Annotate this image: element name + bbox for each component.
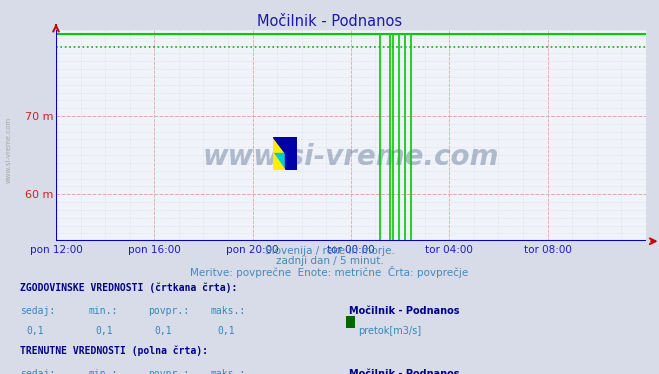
Text: Meritve: povprečne  Enote: metrične  Črta: povprečje: Meritve: povprečne Enote: metrične Črta:…: [190, 266, 469, 278]
Bar: [285, 137, 297, 170]
Text: 0,1: 0,1: [217, 326, 235, 336]
Text: povpr.:: povpr.:: [148, 369, 189, 374]
Text: pretok[m3/s]: pretok[m3/s]: [358, 326, 421, 336]
Text: Močilnik - Podnanos: Močilnik - Podnanos: [257, 14, 402, 29]
Text: ZGODOVINSKE VREDNOSTI (črtkana črta):: ZGODOVINSKE VREDNOSTI (črtkana črta):: [20, 282, 237, 293]
Text: min.:: min.:: [89, 306, 119, 316]
Text: sedaj:: sedaj:: [20, 369, 55, 374]
Text: www.si-vreme.com: www.si-vreme.com: [203, 143, 499, 171]
Text: 0,1: 0,1: [155, 326, 173, 336]
Polygon shape: [273, 153, 285, 170]
Text: maks.:: maks.:: [211, 306, 246, 316]
Text: 0,1: 0,1: [26, 326, 44, 336]
Text: zadnji dan / 5 minut.: zadnji dan / 5 minut.: [275, 256, 384, 266]
Text: TRENUTNE VREDNOSTI (polna črta):: TRENUTNE VREDNOSTI (polna črta):: [20, 346, 208, 356]
Polygon shape: [273, 137, 285, 153]
Text: Močilnik - Podnanos: Močilnik - Podnanos: [349, 369, 460, 374]
Text: Slovenija / reke in morje.: Slovenija / reke in morje.: [264, 246, 395, 256]
Text: www.si-vreme.com: www.si-vreme.com: [5, 117, 12, 183]
Bar: [273, 153, 285, 170]
Bar: [273, 137, 285, 153]
Text: maks.:: maks.:: [211, 369, 246, 374]
Text: 0,1: 0,1: [96, 326, 113, 336]
Text: min.:: min.:: [89, 369, 119, 374]
Text: Močilnik - Podnanos: Močilnik - Podnanos: [349, 306, 460, 316]
Text: sedaj:: sedaj:: [20, 306, 55, 316]
Text: povpr.:: povpr.:: [148, 306, 189, 316]
